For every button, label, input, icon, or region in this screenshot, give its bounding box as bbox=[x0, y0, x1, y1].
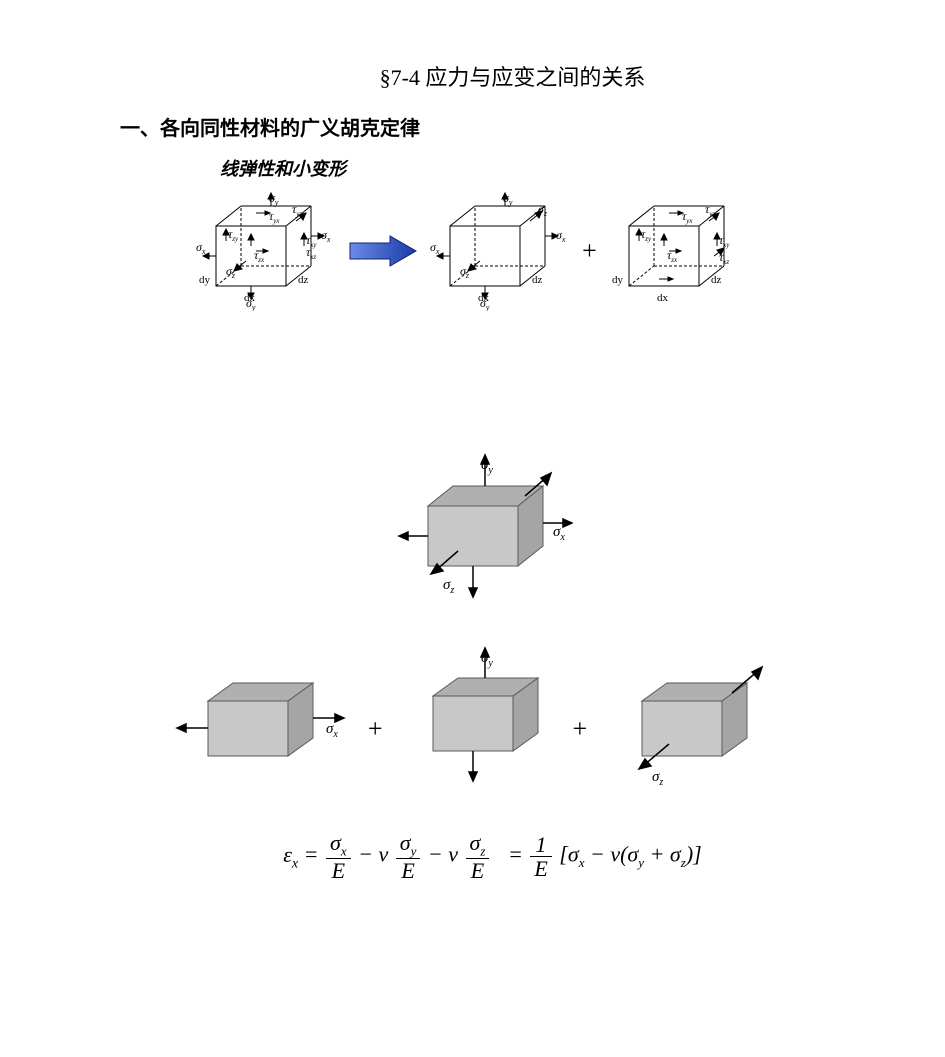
strain-equation: εx = σx E − ν σy E − ν σz E = 1 E [σx − … bbox=[120, 831, 865, 882]
cube-sigma-y: σy bbox=[403, 646, 553, 811]
svg-text:σz: σz bbox=[460, 264, 470, 280]
svg-text:τzy: τzy bbox=[228, 227, 239, 243]
stress-cube-full: σy σx σx σy τyx τyz τxy τxz τzy τzx σz d… bbox=[196, 191, 336, 311]
decomposition-row-1: σy σx σx σy τyx τyz τxy τxz τzy τzx σz d… bbox=[80, 191, 865, 311]
svg-text:σx: σx bbox=[430, 240, 440, 256]
svg-text:dy: dy bbox=[612, 274, 624, 286]
stress-cube-normal: σy σx σx σy σz σz dx dz bbox=[430, 191, 570, 311]
svg-text:τzy: τzy bbox=[641, 227, 652, 243]
svg-text:σx: σx bbox=[321, 228, 331, 244]
cube-triaxial: σy σx σz bbox=[373, 451, 573, 636]
cube-sigma-x: σx bbox=[168, 661, 348, 796]
epsilon-x: εx bbox=[283, 842, 298, 867]
plus-symbol-1: + bbox=[582, 236, 597, 266]
svg-text:σz: σz bbox=[652, 769, 663, 788]
superposition-diagram: σy σx σz σx + bbox=[80, 451, 865, 811]
svg-text:σx: σx bbox=[556, 228, 566, 244]
svg-text:σy: σy bbox=[481, 650, 493, 669]
svg-text:dx: dx bbox=[478, 292, 490, 304]
svg-text:σz: σz bbox=[443, 577, 454, 596]
svg-text:dz: dz bbox=[711, 274, 722, 286]
svg-text:dy: dy bbox=[199, 274, 211, 286]
svg-text:τyx: τyx bbox=[682, 209, 693, 225]
svg-text:τyx: τyx bbox=[269, 209, 280, 225]
stress-cube-shear: τyx τyz τxy τxz τzy τzx dy dx dz bbox=[609, 191, 749, 311]
svg-text:σy: σy bbox=[503, 191, 513, 207]
plus-symbol-3: + bbox=[573, 714, 588, 744]
section-subheading: 线弹性和小变形 bbox=[220, 155, 865, 181]
svg-text:dx: dx bbox=[244, 292, 256, 304]
svg-text:σy: σy bbox=[269, 191, 279, 207]
equals-arrow-icon bbox=[348, 235, 418, 267]
svg-text:σz: σz bbox=[538, 202, 548, 218]
svg-text:σy: σy bbox=[481, 457, 493, 476]
svg-text:dz: dz bbox=[532, 274, 543, 286]
svg-text:τyz: τyz bbox=[292, 202, 302, 218]
svg-text:τyz: τyz bbox=[705, 202, 715, 218]
page-title: §7-4 应力与应变之间的关系 bbox=[160, 60, 865, 92]
svg-text:σx: σx bbox=[326, 721, 338, 740]
section-heading: 一、各向同性材料的广义胡克定律 bbox=[120, 112, 865, 141]
svg-text:τxy: τxy bbox=[719, 233, 730, 249]
svg-text:dz: dz bbox=[298, 274, 309, 286]
plus-symbol-2: + bbox=[368, 714, 383, 744]
cube-sigma-z: σz bbox=[607, 656, 777, 801]
svg-text:dx: dx bbox=[657, 292, 669, 304]
svg-text:σz: σz bbox=[226, 264, 236, 280]
svg-text:σx: σx bbox=[196, 240, 206, 256]
